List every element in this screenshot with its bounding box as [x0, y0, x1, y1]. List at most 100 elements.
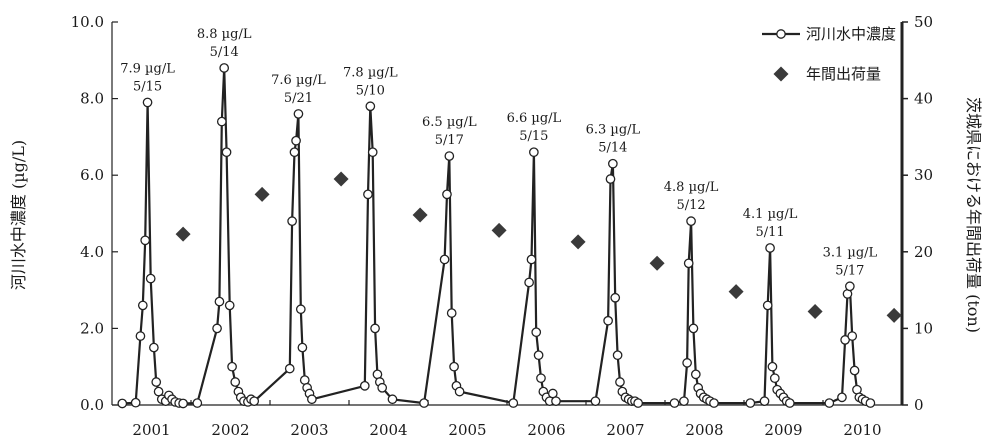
concentration-point	[149, 342, 159, 353]
concentration-point	[291, 135, 301, 146]
shipment-point	[728, 284, 744, 300]
concentration-point	[686, 216, 696, 227]
x-tick-label: 2001	[132, 421, 170, 439]
concentration-point	[230, 377, 241, 387]
concentration-point	[367, 147, 378, 158]
concentration-point	[849, 365, 860, 376]
shipment-point	[254, 186, 270, 202]
legend-circle-marker	[776, 29, 786, 39]
axes-layer: 0.0 2.0 4.0 6.0 8.0 10.0 0 10 20 30 40 50 2001 2002 20…	[71, 13, 934, 439]
concentration-point	[289, 147, 300, 158]
x-tick-label: 2007	[606, 421, 644, 439]
peak-label-date: 5/14	[210, 45, 239, 60]
concentration-point	[633, 398, 643, 408]
y-tick-label-left: 8.0	[80, 90, 104, 108]
concentration-point	[682, 358, 692, 368]
y-tick-label-right: 20	[914, 243, 933, 261]
peak-label-date: 5/12	[676, 198, 705, 213]
x-tick-label: 2004	[369, 421, 407, 439]
peak-label-value: 6.6 µg/L	[507, 111, 562, 126]
peak-label-value: 4.8 µg/L	[664, 180, 719, 195]
peak-label-value: 7.6 µg/L	[271, 73, 326, 88]
concentration-point	[508, 398, 519, 408]
concentration-point	[297, 342, 308, 353]
concentration-point	[178, 398, 188, 409]
concentration-point	[865, 398, 876, 408]
concentration-point	[529, 147, 539, 158]
concentration-point	[612, 350, 623, 361]
concentration-point	[533, 350, 544, 361]
shipment-point	[175, 226, 191, 242]
concentration-point	[531, 327, 542, 338]
concentration-point	[287, 216, 297, 227]
shipment-point	[807, 304, 823, 320]
concentration-point	[845, 281, 855, 292]
concentration-point	[536, 373, 546, 384]
y-tick-label-right: 50	[914, 13, 933, 31]
shipment-point	[649, 255, 665, 271]
peak-label-value: 7.9 µg/L	[120, 61, 175, 76]
x-tick-label: 2009	[764, 421, 802, 439]
concentration-point	[219, 63, 230, 73]
concentration-point	[767, 361, 778, 372]
concentration-point	[221, 147, 232, 158]
concentration-point	[387, 394, 398, 405]
concentration-point	[551, 396, 561, 407]
concentration-point	[249, 396, 260, 407]
concentration-point	[442, 189, 452, 200]
concentration-point	[365, 101, 376, 112]
x-tick-label: 2002	[211, 421, 249, 439]
concentration-point	[745, 398, 756, 408]
concentration-point	[446, 308, 457, 318]
y-tick-label-left: 10.0	[71, 13, 104, 31]
concentration-point	[454, 386, 465, 397]
peak-label-date: 5/17	[435, 133, 464, 148]
concentration-point	[683, 258, 694, 269]
annotation-layer: 7.9 µg/L 5/15 8.8 µg/L 5/14 7.6 µg/L 5/21 7.8 …	[120, 27, 877, 278]
peak-label-value: 4.1 µg/L	[743, 207, 798, 222]
peak-label-value: 8.8 µg/L	[197, 27, 252, 42]
peak-label-date: 5/11	[755, 225, 784, 240]
peak-label-date: 5/10	[356, 83, 385, 98]
legend-label-concentration: 河川水中濃度	[806, 25, 896, 43]
x-tick-label: 2010	[843, 421, 881, 439]
concentration-point	[224, 300, 235, 311]
legend-label-shipment: 年間出荷量	[806, 65, 881, 83]
concentration-point	[688, 323, 699, 334]
concentration-point	[151, 377, 162, 387]
x-tick-label: 2005	[448, 421, 486, 439]
peak-label-value: 7.8 µg/L	[343, 65, 398, 80]
concentration-point	[603, 315, 613, 326]
concentration-point	[709, 398, 719, 408]
y-axis-title-left: 河川水中濃度 (µg/L)	[9, 140, 28, 290]
concentration-point	[615, 377, 625, 387]
concentration-point	[769, 373, 780, 384]
shipment-point	[491, 222, 507, 238]
concentration-point	[847, 331, 858, 341]
concentration-point	[227, 361, 237, 372]
concentration-point	[608, 158, 618, 169]
concentration-point	[590, 396, 601, 407]
x-tick-label: 2006	[527, 421, 565, 439]
y-tick-label-left: 0.0	[80, 396, 104, 414]
concentration-point	[135, 331, 146, 341]
shipment-point	[570, 234, 586, 250]
x-tick-label: 2003	[290, 421, 328, 439]
concentration-point	[679, 396, 689, 407]
concentration-point	[837, 392, 847, 403]
peak-label-value: 3.1 µg/L	[823, 245, 878, 260]
concentration-point	[212, 323, 222, 334]
concentration-point	[140, 235, 151, 246]
concentration-point	[137, 300, 148, 311]
legend-diamond-marker	[773, 66, 789, 82]
concentration-point	[444, 151, 455, 161]
peak-label-date: 5/17	[835, 263, 864, 278]
concentration-point	[307, 394, 317, 405]
concentration-point	[784, 398, 795, 408]
concentration-point	[605, 174, 616, 184]
y-tick-label-left: 2.0	[80, 319, 104, 337]
y-tick-label-left: 4.0	[80, 243, 104, 261]
concentration-point	[669, 398, 680, 408]
